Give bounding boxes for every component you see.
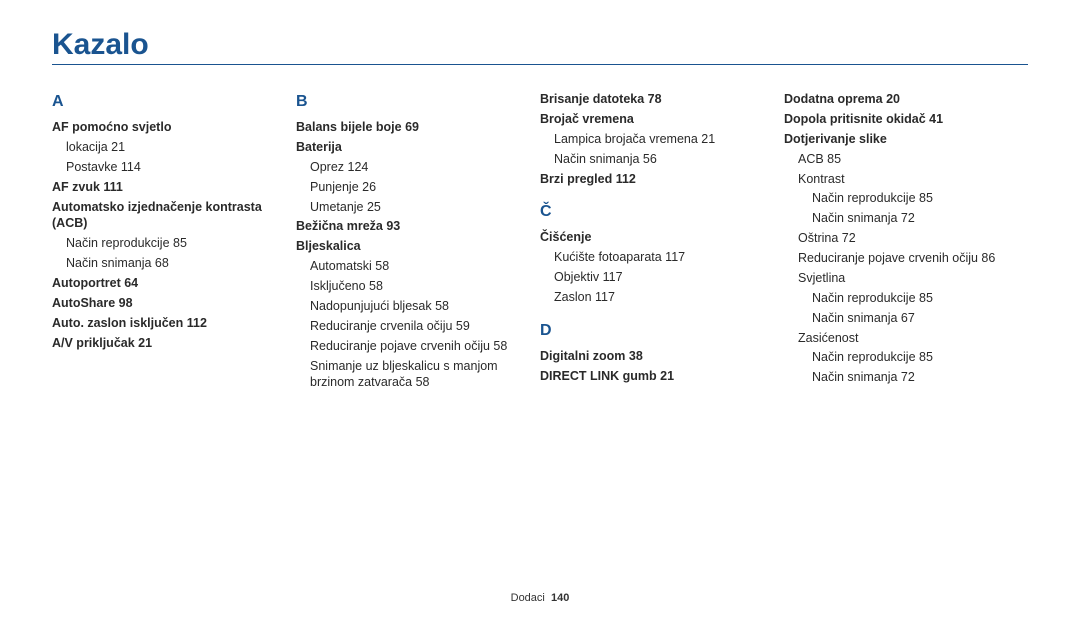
index-column: Dodatna oprema 20 Dopola pritisnite okida…: [784, 91, 1028, 394]
index-subentry: Reduciranje crvenila očiju 59: [296, 318, 530, 335]
footer-label: Dodaci: [511, 592, 545, 604]
index-subentry: Oštrina 72: [784, 230, 1018, 247]
section-letter: B: [296, 93, 530, 111]
index-subentry: Snimanje uz bljeskalicu s manjom brzinom…: [296, 358, 530, 392]
index-subentry: ACB 85: [784, 151, 1018, 168]
index-subentry: Punjenje 26: [296, 179, 530, 196]
index-column: B Balans bijele boje 69 Baterija Oprez 124 P…: [296, 91, 540, 394]
index-column: Brisanje datoteka 78 Brojač vremena Lampic…: [540, 91, 784, 394]
index-entry: Autoportret 64: [52, 275, 286, 292]
index-subentry: Način snimanja 67: [784, 310, 1018, 327]
index-subentry: Postavke 114: [52, 159, 286, 176]
index-subentry: Zasićenost: [784, 330, 1018, 347]
index-entry: DIRECT LINK gumb 21: [540, 368, 774, 385]
index-entry: Bljeskalica: [296, 238, 530, 255]
index-subentry: lokacija 21: [52, 139, 286, 156]
index-entry: Dotjerivanje slike: [784, 131, 1018, 148]
index-subentry: Način snimanja 72: [784, 369, 1018, 386]
index-entry: Balans bijele boje 69: [296, 119, 530, 136]
index-subentry: Reduciranje pojave crvenih očiju 58: [296, 338, 530, 355]
index-entry: Brzi pregled 112: [540, 171, 774, 188]
index-subentry: Način reprodukcije 85: [784, 349, 1018, 366]
index-subentry: Umetanje 25: [296, 199, 530, 216]
index-subentry: Kontrast: [784, 171, 1018, 188]
index-subentry: Način snimanja 56: [540, 151, 774, 168]
index-entry: AF pomoćno svjetlo: [52, 119, 286, 136]
index-entry: Baterija: [296, 139, 530, 156]
footer-page: 140: [551, 592, 569, 604]
index-subentry: Isključeno 58: [296, 278, 530, 295]
footer: Dodaci 140: [0, 592, 1080, 604]
index-entry: Brojač vremena: [540, 111, 774, 128]
index-entry: Bežična mreža 93: [296, 218, 530, 235]
index-entry: Dopola pritisnite okidač 41: [784, 111, 1018, 128]
index-entry: Auto. zaslon isključen 112: [52, 315, 286, 332]
page-title: Kazalo: [52, 28, 1028, 62]
index-entry: Automatsko izjednačenje kontrasta (ACB): [52, 199, 286, 233]
index-subentry: Način snimanja 72: [784, 210, 1018, 227]
index-column: A AF pomoćno svjetlo lokacija 21 Postavke 1…: [52, 91, 296, 394]
index-subentry: Reduciranje pojave crvenih očiju 86: [784, 250, 1018, 267]
index-entry: Čišćenje: [540, 229, 774, 246]
index-subentry: Svjetlina: [784, 270, 1018, 287]
index-entry: AF zvuk 111: [52, 179, 286, 196]
index-subentry: Nadopunjujući bljesak 58: [296, 298, 530, 315]
index-entry: Digitalni zoom 38: [540, 348, 774, 365]
index-subentry: Način reprodukcije 85: [52, 235, 286, 252]
index-subentry: Oprez 124: [296, 159, 530, 176]
index-subentry: Zaslon 117: [540, 289, 774, 306]
index-subentry: Način reprodukcije 85: [784, 190, 1018, 207]
index-subentry: Automatski 58: [296, 258, 530, 275]
section-letter: D: [540, 322, 774, 340]
index-entry: A/V priključak 21: [52, 335, 286, 352]
index-subentry: Objektiv 117: [540, 269, 774, 286]
title-rule: Kazalo: [52, 28, 1028, 65]
index-entry: Dodatna oprema 20: [784, 91, 1018, 108]
index-columns: A AF pomoćno svjetlo lokacija 21 Postavke 1…: [52, 91, 1028, 394]
section-letter: A: [52, 93, 286, 111]
index-entry: Brisanje datoteka 78: [540, 91, 774, 108]
index-subentry: Lampica brojača vremena 21: [540, 131, 774, 148]
index-subentry: Način reprodukcije 85: [784, 290, 1018, 307]
index-entry: AutoShare 98: [52, 295, 286, 312]
index-subentry: Kućište fotoaparata 117: [540, 249, 774, 266]
index-subentry: Način snimanja 68: [52, 255, 286, 272]
section-letter: Č: [540, 203, 774, 221]
